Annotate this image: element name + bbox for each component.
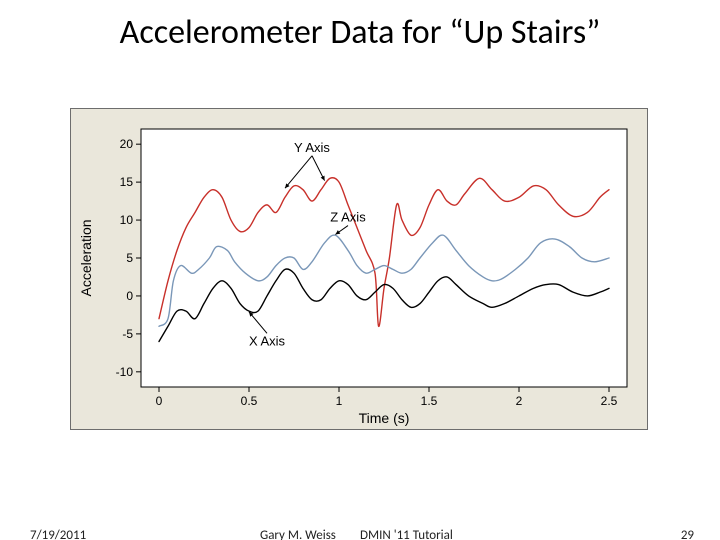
slide: Accelerometer Data for “Up Stairs” -10 -5…: [0, 0, 720, 540]
footer-author: Gary M. Weiss: [260, 528, 336, 540]
svg-text:2: 2: [516, 394, 523, 408]
footer-date: 7/19/2011: [30, 528, 86, 540]
svg-text:15: 15: [120, 175, 134, 189]
svg-text:1: 1: [336, 394, 343, 408]
svg-text:Z Axis: Z Axis: [330, 210, 366, 225]
svg-text:X Axis: X Axis: [249, 333, 286, 348]
svg-text:0.5: 0.5: [241, 394, 258, 408]
svg-text:20: 20: [120, 137, 134, 151]
svg-text:Y Axis: Y Axis: [294, 140, 330, 155]
svg-text:2.5: 2.5: [601, 394, 618, 408]
svg-text:10: 10: [120, 213, 134, 227]
svg-text:-10: -10: [116, 365, 134, 379]
svg-text:0: 0: [126, 289, 133, 303]
svg-text:Acceleration: Acceleration: [78, 219, 94, 296]
page-number: 29: [681, 528, 694, 540]
footer-event: DMIN '11 Tutorial: [360, 528, 453, 540]
svg-text:Time (s): Time (s): [359, 410, 410, 426]
svg-text:-5: -5: [122, 327, 133, 341]
svg-text:1.5: 1.5: [421, 394, 438, 408]
svg-text:0: 0: [156, 394, 163, 408]
accel-chart: -10 -5 0 5 10 15 20 0 0.5 1 1.5 2 2.5 Time (s) Acceler…: [70, 108, 648, 430]
page-title: Accelerometer Data for “Up Stairs”: [0, 12, 720, 53]
svg-text:5: 5: [126, 251, 133, 265]
accel-chart-svg: -10 -5 0 5 10 15 20 0 0.5 1 1.5 2 2.5 Time (s) Acceler…: [71, 109, 647, 429]
